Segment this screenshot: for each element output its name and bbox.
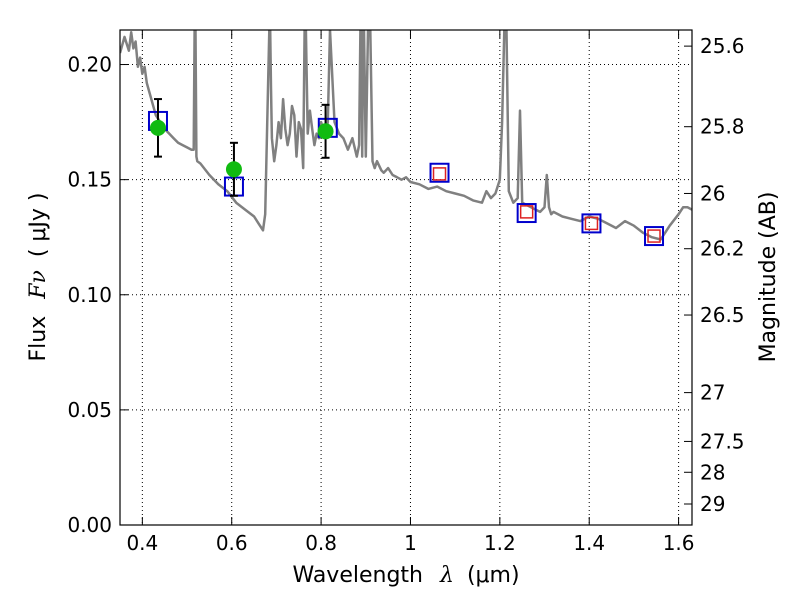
y-axis-title: Flux Fν ( μJy ) xyxy=(26,192,51,361)
axis-labels: Wavelength λ (μm) Flux Fν ( μJy ) Magnit… xyxy=(26,192,781,588)
observed-detection-marker xyxy=(149,119,166,136)
y2-tick-label: 26.5 xyxy=(700,303,745,327)
plot-area xyxy=(120,30,692,247)
x-tick-label: 1.6 xyxy=(663,531,695,555)
y-axis-title-symbol: Fν xyxy=(26,270,51,300)
x-tick-label: 1 xyxy=(404,531,417,555)
x-axis-title-unit: (μm) xyxy=(467,563,520,588)
observed-detection-marker xyxy=(225,161,242,178)
observed-flux-marker xyxy=(584,216,599,231)
model-spectrum-line xyxy=(120,30,692,241)
y2-tick-label: 25.6 xyxy=(700,34,745,58)
y2-tick-label: 26 xyxy=(700,181,725,205)
x-tick-label: 0.8 xyxy=(305,531,337,555)
y2-axis-title: Magnitude (AB) xyxy=(756,192,781,363)
plot-frame xyxy=(119,29,693,526)
y-axis-title-text: Flux xyxy=(26,316,51,362)
x-axis-title-text: Wavelength xyxy=(292,563,423,588)
observed-flux-marker xyxy=(519,205,534,219)
grid xyxy=(120,30,692,526)
x-tick-label: 1.2 xyxy=(484,531,516,555)
y-axis-title-unit: ( μJy ) xyxy=(26,192,51,257)
y-tick-label: 0.10 xyxy=(67,283,112,307)
axes: 0.4 0.6 0.8 1 1.2 1.4 1.6 0.00 0.05 0.10 0.15 0.20 2… xyxy=(67,29,745,555)
y-tick-label: 0.15 xyxy=(67,168,112,192)
y2-tick-label: 27 xyxy=(700,381,725,405)
model-flux-marker xyxy=(644,226,665,247)
x-axis-title-symbol: λ xyxy=(439,563,454,588)
x-tick-label: 0.6 xyxy=(216,531,248,555)
model-flux-marker xyxy=(516,203,537,224)
y2-tick-label: 29 xyxy=(700,492,725,516)
y2-tick-label: 25.8 xyxy=(700,115,745,139)
y2-tick-label: 28 xyxy=(700,460,725,484)
y2-tick-label: 26.2 xyxy=(700,237,745,261)
model-flux-marker xyxy=(581,213,602,234)
y2-tick-label: 27.5 xyxy=(700,429,745,453)
x-axis-title: Wavelength λ (μm) xyxy=(292,563,519,588)
x-tick-label: 1.4 xyxy=(573,531,605,555)
observed-flux-marker xyxy=(647,229,661,243)
y-tick-label: 0.20 xyxy=(67,53,112,77)
x-tick-label: 0.4 xyxy=(126,531,158,555)
y-tick-label: 0.05 xyxy=(67,398,112,422)
model-flux-marker xyxy=(429,162,450,183)
observed-detection-marker xyxy=(317,123,334,140)
y-tick-label: 0.00 xyxy=(67,513,112,537)
observed-flux-marker xyxy=(432,167,447,181)
